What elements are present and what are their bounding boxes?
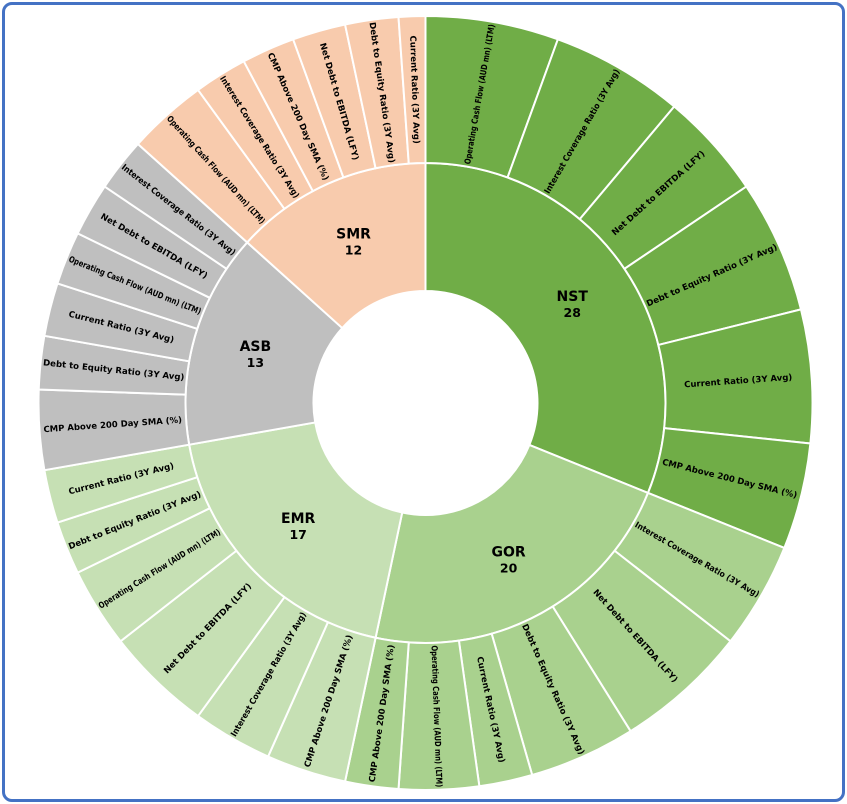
company-ticker-gor: GOR bbox=[492, 544, 526, 560]
company-total-smr: 12 bbox=[345, 242, 362, 257]
company-total-nst: 28 bbox=[564, 305, 581, 320]
company-ticker-asb: ASB bbox=[240, 339, 272, 355]
company-total-gor: 20 bbox=[500, 560, 518, 575]
company-total-emr: 17 bbox=[289, 527, 306, 542]
segment-label-gor-operating-cash-flow-aud-mn-ltm: Operating Cash Flow (AUD mn) (LTM) bbox=[428, 645, 443, 787]
company-ticker-nst: NST bbox=[557, 289, 589, 305]
sunburst-chart: Operating Cash Flow (AUD mn) (LTM) Intere… bbox=[37, 14, 814, 791]
company-ticker-emr: EMR bbox=[281, 511, 315, 527]
company-total-asb: 13 bbox=[247, 355, 264, 370]
company-ticker-smr: SMR bbox=[336, 226, 371, 242]
metric-segment-smr-current-ratio-3y-avg bbox=[397, 14, 427, 165]
segment-label-smr-current-ratio-3y-avg: Current Ratio (3Y Avg) bbox=[407, 35, 421, 144]
